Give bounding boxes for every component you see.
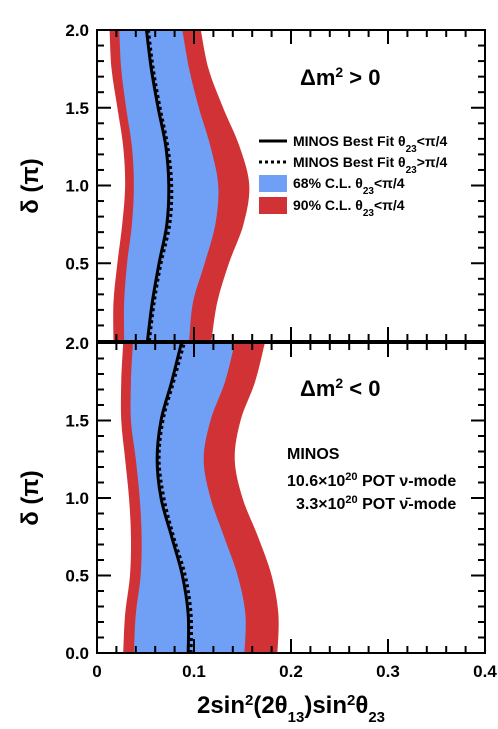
x-tick-label: 0.4 [473, 662, 497, 681]
legend-red-swatch [259, 197, 287, 214]
nu-mode-exposure: 10.6×1020 POT ν-mode [287, 471, 456, 490]
x-tick-label: 0.3 [376, 662, 400, 681]
top-y-tick-label: 1.5 [65, 99, 89, 118]
x-tick-label: 0.2 [279, 662, 303, 681]
bottom-y-ticks: 0.0 0.5 1.0 1.5 2.0 [65, 334, 485, 663]
bottom-best-fit-solid-line [155, 343, 191, 653]
top-legend: MINOS Best Fit θ23<π/4 MINOS Best Fit θ2… [259, 133, 447, 219]
bottom-y-tick-label: 0.0 [65, 644, 89, 663]
x-axis-title: 2sin2(2θ13)sin2θ23 [197, 692, 385, 726]
x-tick-label: 0.1 [182, 662, 206, 681]
bottom-y-tick-label: 1.5 [65, 412, 89, 431]
top-best-fit-dotted-line [146, 30, 174, 341]
bottom-annotation: Δm2 < 0 [300, 375, 380, 401]
top-annotation: Δm2 > 0 [300, 64, 380, 90]
bottom-y-tick-label: 2.0 [65, 334, 89, 353]
bottom-y-tick-label: 0.5 [65, 567, 89, 586]
bottom-y-tick-label: 1.0 [65, 489, 89, 508]
top-y-tick-label: 0.5 [65, 254, 89, 273]
experiment-label: MINOS [287, 446, 340, 463]
top-best-fit-solid-line [144, 30, 171, 341]
top-plot-area [109, 30, 250, 341]
x-tick-label: 0 [92, 662, 101, 681]
top-panel: 0.5 1.0 1.5 2.0 Δm2 > 0 MINOS Best Fit θ23<… [17, 21, 486, 342]
top-y-tick-label: 1.0 [65, 177, 89, 196]
bottom-band-cl68 [130, 343, 246, 653]
bottom-text-block: MINOS 10.6×1020 POT ν-mode 3.3×1020 POT … [287, 446, 456, 513]
top-y-tick-label: 2.0 [65, 21, 89, 40]
legend-blue-swatch [259, 175, 287, 192]
bottom-x-ticks: 0 0.1 0.2 0.3 0.4 [92, 343, 497, 681]
legend-entry-3: 68% C.L. θ23<π/4 [293, 175, 405, 197]
bottom-plot-area [120, 343, 279, 653]
bottom-best-fit-dotted-line [157, 343, 194, 653]
bottom-panel: 0.0 0.5 1.0 1.5 2.0 0 0.1 0.2 0.3 0.4 Δm2 < 0 MI… [17, 334, 497, 726]
legend-entry-4: 90% C.L. θ23<π/4 [293, 197, 405, 219]
top-y-axis-title: δ (π) [17, 158, 44, 214]
legend-entry-2: MINOS Best Fit θ23>π/4 [293, 154, 447, 176]
bottom-y-axis-title: δ (π) [17, 470, 44, 526]
top-y-ticks: 0.5 1.0 1.5 2.0 [65, 21, 486, 342]
legend-entry-1: MINOS Best Fit θ23<π/4 [293, 133, 447, 155]
nubar-mode-exposure: 3.3×1020 POT ν̄-mode [296, 494, 456, 513]
